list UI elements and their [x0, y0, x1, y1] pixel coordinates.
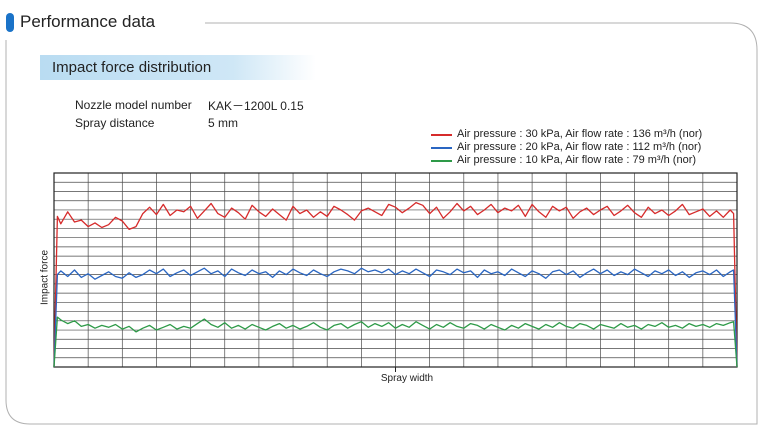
section-banner: Impact force distribution: [40, 55, 316, 80]
series-line-3: [53, 316, 738, 368]
legend-swatch: [431, 147, 452, 149]
nozzle-model-label: Nozzle model number: [75, 98, 192, 112]
spray-distance-label: Spray distance: [75, 116, 155, 130]
nozzle-model-value: KAK－1200L 0.15: [208, 99, 304, 113]
header-marker: [6, 13, 14, 32]
legend-swatch: [431, 160, 452, 162]
legend-swatch: [431, 134, 452, 136]
legend-label: Air pressure : 20 kPa, Air flow rate : 1…: [457, 141, 702, 153]
legend-label: Air pressure : 30 kPa, Air flow rate : 1…: [457, 128, 703, 140]
y-axis-label: Impact force: [39, 249, 51, 306]
series-line-1: [53, 201, 738, 368]
legend-label: Air pressure : 10 kPa, Air flow rate : 7…: [457, 154, 697, 166]
section-title: Impact force distribution: [52, 59, 212, 76]
x-axis-label: Spray width: [380, 373, 434, 384]
page-title: Performance data: [20, 12, 156, 31]
series-line-2: [53, 267, 738, 368]
spray-distance-value: 5 mm: [208, 116, 238, 130]
